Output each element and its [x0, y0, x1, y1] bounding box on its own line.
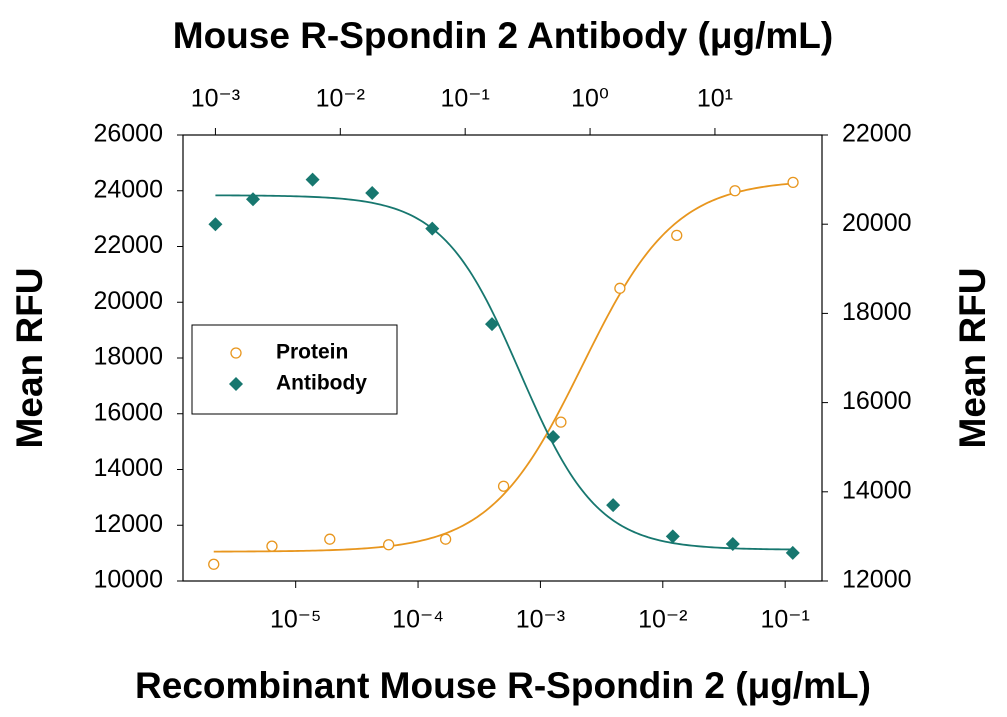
data-point	[485, 317, 500, 332]
y-tick-label: 24000	[93, 175, 163, 203]
chart-title: Mouse R-Spondin 2 Antibody (μg/mL)	[173, 15, 833, 56]
x2-tick-label: 10⁻³	[191, 85, 240, 113]
data-point	[425, 221, 440, 236]
y2-tick-label: 22000	[842, 120, 912, 148]
data-point	[208, 217, 223, 232]
data-point	[725, 536, 740, 551]
y-tick-label: 20000	[93, 287, 163, 315]
data-point	[555, 416, 567, 428]
x-tick-label: 10⁻²	[638, 606, 687, 634]
x-tick-label: 10⁻³	[516, 606, 565, 634]
fit-curve	[213, 182, 794, 553]
data-point	[439, 533, 452, 545]
data-point	[382, 539, 395, 551]
y2-tick-label: 16000	[842, 387, 912, 415]
x2-tick-label: 10⁻²	[316, 85, 365, 113]
x-tick-label: 10⁻⁵	[270, 606, 321, 634]
x2-tick-label: 10⁰	[571, 85, 609, 113]
x-axis-label: Recombinant Mouse R-Spondin 2 (μg/mL)	[135, 665, 871, 706]
y-tick-label: 22000	[93, 231, 163, 259]
data-point	[246, 192, 261, 207]
y-tick-label: 12000	[93, 510, 163, 538]
fit-curve	[215, 194, 793, 551]
y-tick-label: 26000	[93, 120, 163, 148]
data-point	[785, 545, 800, 560]
y-axis-label: Mean RFU	[9, 268, 50, 449]
y-tick-label: 16000	[93, 398, 163, 426]
data-point	[305, 172, 320, 187]
data-point	[266, 540, 278, 552]
legend-marker	[230, 347, 242, 359]
y2-tick-label: 20000	[842, 209, 912, 237]
x-tick-label: 10⁻¹	[760, 606, 809, 634]
legend-label: Antibody	[276, 372, 367, 395]
data-point	[606, 498, 621, 513]
legend-box	[191, 324, 398, 415]
legend-label: Protein	[276, 341, 348, 364]
data-point	[787, 176, 799, 189]
data-point	[614, 282, 626, 294]
data-point	[729, 185, 741, 197]
y-tick-label: 10000	[93, 566, 163, 594]
legend-marker	[229, 377, 243, 391]
data-point	[208, 558, 220, 570]
data-point	[546, 429, 561, 444]
x2-tick-label: 10¹	[697, 85, 733, 113]
y2-tick-label: 14000	[842, 476, 912, 504]
y-tick-label: 18000	[93, 343, 163, 371]
y2-tick-label: 12000	[842, 566, 912, 594]
y2-axis-label: Mean RFU	[952, 268, 993, 449]
y2-tick-label: 18000	[842, 298, 912, 326]
data-point	[665, 529, 680, 544]
x-tick-label: 10⁻⁴	[392, 606, 444, 634]
data-point	[671, 229, 683, 242]
data-point	[365, 185, 380, 200]
x2-tick-label: 10⁻¹	[441, 85, 490, 113]
data-point	[324, 533, 336, 545]
data-point	[497, 480, 510, 492]
y-tick-label: 14000	[93, 454, 163, 482]
